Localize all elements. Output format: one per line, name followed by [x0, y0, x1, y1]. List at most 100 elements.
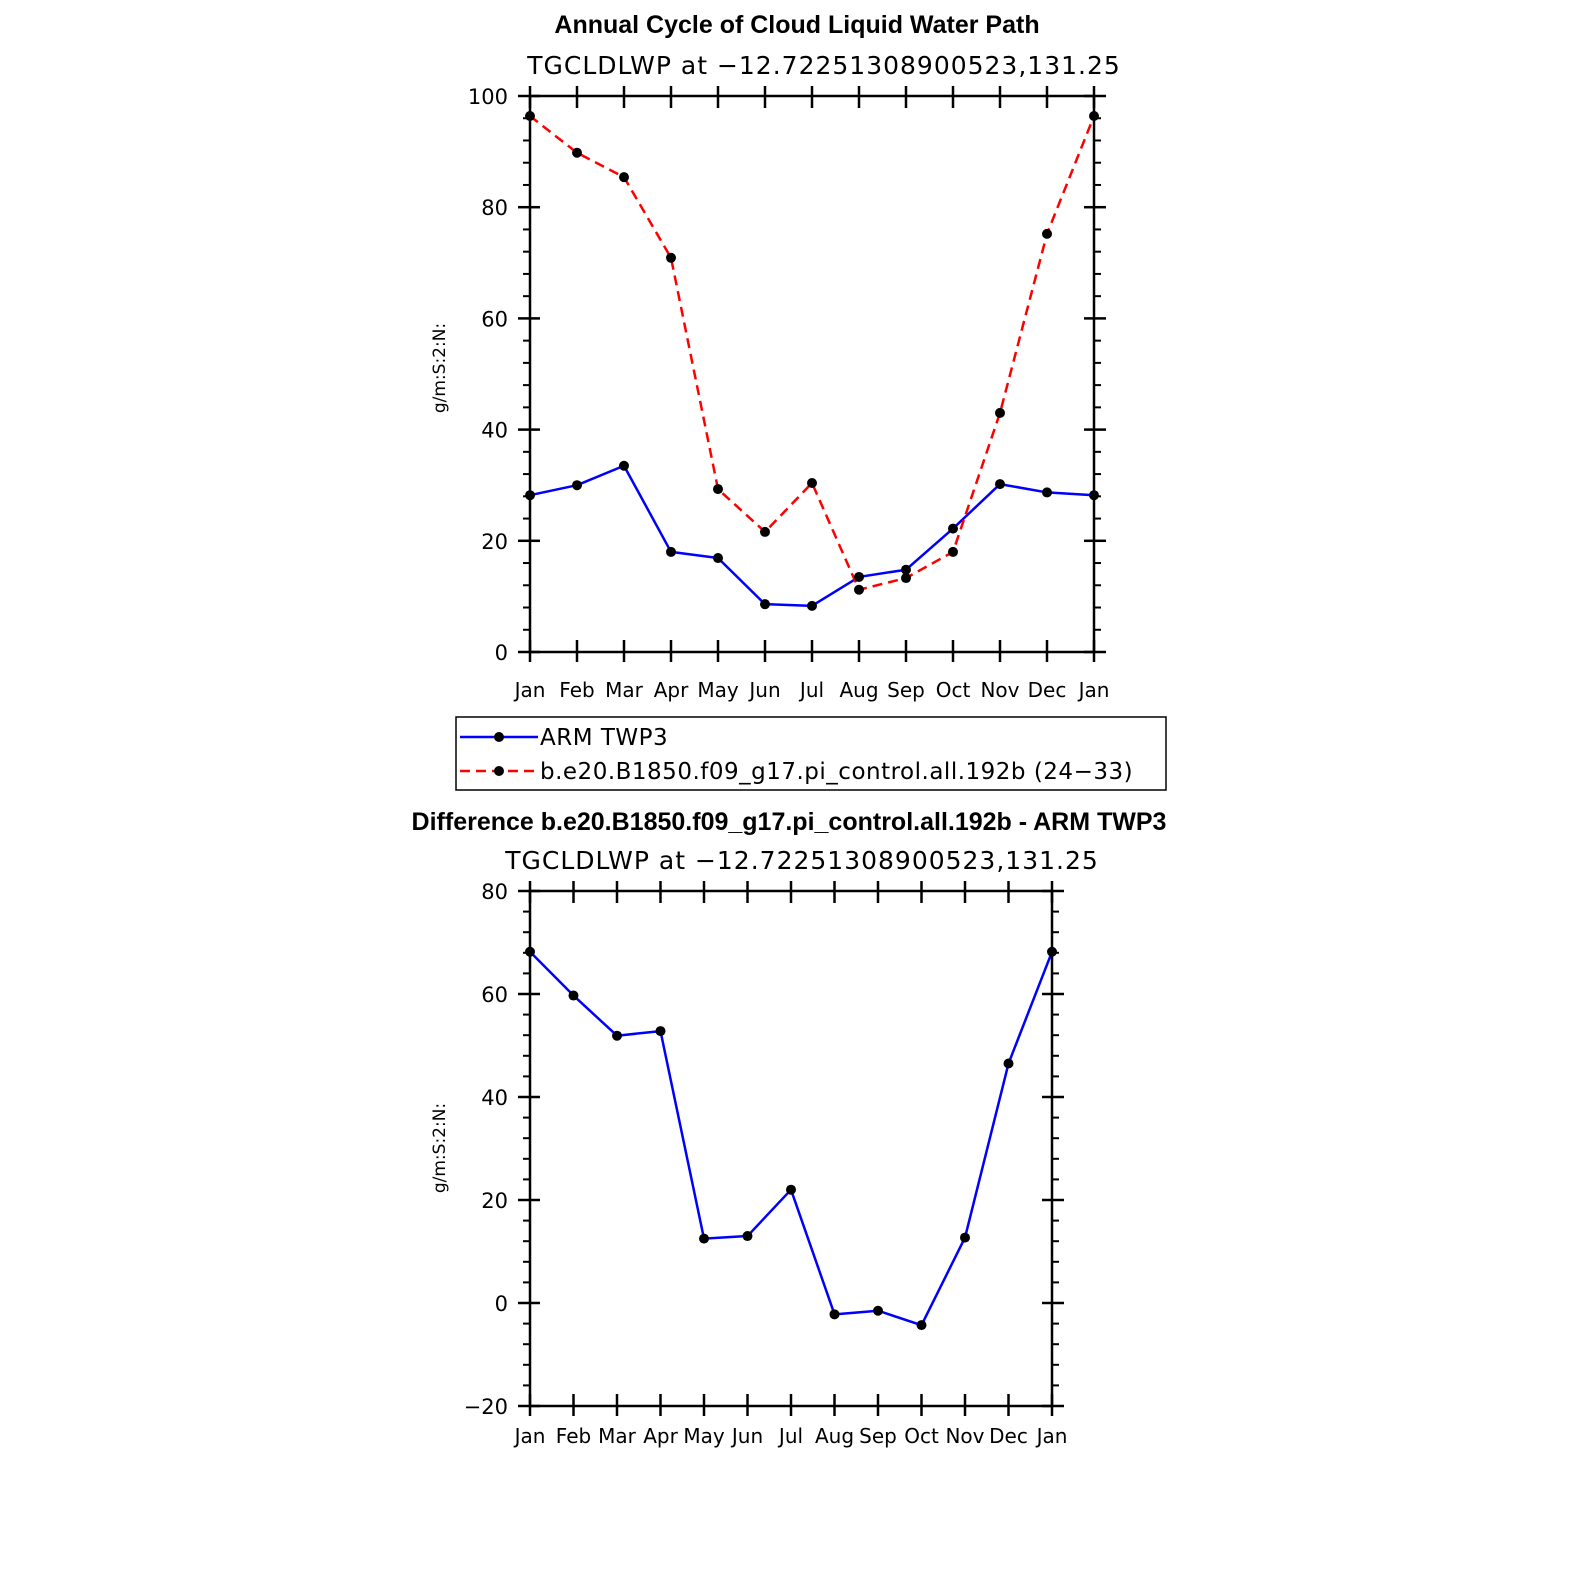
- y-tick-label: 20: [481, 530, 508, 554]
- data-point: [760, 526, 770, 537]
- data-point: [948, 523, 958, 534]
- data-point: [619, 172, 629, 183]
- data-point: [873, 1305, 883, 1316]
- chart-subtitle: TGCLDLWP at −12.72251308900523,131.25: [526, 51, 1121, 80]
- legend-marker-model: [494, 766, 504, 776]
- data-point: [572, 147, 582, 158]
- plot-frame: [528, 889, 1054, 1408]
- y-tick-label: 40: [481, 1086, 508, 1110]
- x-tick-label-aug: Aug: [815, 1424, 854, 1448]
- y-tick-label: 60: [481, 983, 508, 1007]
- y-tick-label: −20: [464, 1395, 508, 1419]
- axis-ticks: [518, 881, 1064, 1416]
- y-tick-label: 20: [481, 1189, 508, 1213]
- data-point: [901, 564, 911, 575]
- x-tick-label-oct: Oct: [936, 678, 971, 702]
- x-tick-label-oct: Oct: [904, 1424, 939, 1448]
- data-point: [786, 1184, 796, 1195]
- data-point: [619, 460, 629, 471]
- series-line-1: [529, 115, 1096, 591]
- x-tick-label-jun: Jun: [747, 678, 780, 702]
- y-tick-label: 40: [481, 419, 508, 443]
- data-point: [612, 1030, 622, 1041]
- chart-title: Difference b.e20.B1850.f09_g17.pi_contro…: [412, 808, 1167, 836]
- y-tick-label: 80: [481, 880, 508, 904]
- x-tick-label-apr: Apr: [643, 1424, 678, 1448]
- data-point: [568, 990, 579, 1001]
- y-tick-labels: 0 20 40 60 80 100: [468, 85, 508, 665]
- plot-frame: [528, 94, 1096, 654]
- y-tick-label: 0: [495, 1292, 508, 1316]
- x-tick-label-mar: Mar: [605, 678, 644, 702]
- data-point: [1042, 228, 1052, 239]
- chart-title: Annual Cycle of Cloud Liquid Water Path: [554, 11, 1039, 39]
- chart-subtitle: TGCLDLWP at −12.72251308900523,131.25: [504, 846, 1099, 875]
- annual-cycle-chart: Annual Cycle of Cloud Liquid Water Path …: [430, 11, 1167, 791]
- data-point: [713, 484, 723, 495]
- series-lines: [529, 950, 1054, 1327]
- series-line-0: [529, 950, 1054, 1327]
- data-point: [713, 553, 723, 564]
- legend-label-arm: ARM TWP3: [540, 725, 668, 751]
- legend: ARM TWP3 b.e20.B1850.f09_g17.pi_control.…: [455, 716, 1167, 791]
- x-tick-label-jan: Jan: [1077, 678, 1110, 702]
- data-point: [666, 252, 676, 263]
- data-point: [1042, 487, 1052, 498]
- data-point: [854, 584, 864, 595]
- x-tick-label-sep: Sep: [859, 1424, 897, 1448]
- x-tick-label-jun: Jun: [730, 1424, 763, 1448]
- x-tick-label-dec: Dec: [1028, 678, 1067, 702]
- data-point: [655, 1026, 666, 1037]
- series-lines: [529, 115, 1096, 608]
- difference-chart: Difference b.e20.B1850.f09_g17.pi_contro…: [412, 808, 1167, 1448]
- x-tick-labels: Jan Feb Mar Apr May Jun Jul Aug Sep Oct Nov Dec Jan: [513, 1424, 1068, 1448]
- data-point: [829, 1309, 840, 1320]
- data-point: [854, 571, 864, 582]
- y-axis-label: g/m:S:2:N:: [430, 1103, 450, 1193]
- data-point: [995, 407, 1005, 418]
- data-point: [666, 546, 676, 557]
- x-tick-label-jan: Jan: [513, 1424, 546, 1448]
- data-point: [960, 1232, 970, 1243]
- x-tick-label-may: May: [683, 1424, 725, 1448]
- y-tick-label: 80: [481, 196, 508, 220]
- x-tick-label-feb: Feb: [559, 678, 594, 702]
- data-point: [742, 1231, 753, 1242]
- data-point: [807, 477, 817, 488]
- y-tick-label: 60: [481, 307, 508, 331]
- x-tick-label-dec: Dec: [989, 1424, 1028, 1448]
- y-tick-label: 100: [468, 85, 508, 109]
- legend-label-model: b.e20.B1850.f09_g17.pi_control.all.192b …: [540, 759, 1133, 785]
- legend-marker-arm: [494, 732, 504, 742]
- y-tick-labels: −20 0 20 40 60 80: [464, 880, 508, 1419]
- data-point: [948, 546, 958, 557]
- data-point: [1003, 1058, 1014, 1069]
- x-tick-label-nov: Nov: [980, 678, 1019, 702]
- x-tick-label-jul: Jul: [777, 1424, 803, 1448]
- data-point: [760, 599, 770, 610]
- x-tick-label-mar: Mar: [598, 1424, 637, 1448]
- x-tick-label-nov: Nov: [945, 1424, 984, 1448]
- y-tick-label: 0: [495, 641, 508, 665]
- series-markers: [525, 946, 1057, 1331]
- x-tick-label-sep: Sep: [887, 678, 925, 702]
- data-point: [572, 480, 582, 491]
- axis-ticks: [518, 86, 1106, 662]
- data-point: [699, 1233, 709, 1244]
- x-tick-label-aug: Aug: [839, 678, 878, 702]
- series-markers: [525, 111, 1099, 611]
- data-point: [995, 479, 1005, 490]
- x-tick-label-apr: Apr: [654, 678, 689, 702]
- legend-box: [455, 716, 1167, 791]
- x-tick-label-jan: Jan: [513, 678, 546, 702]
- x-tick-label-feb: Feb: [556, 1424, 591, 1448]
- y-axis-label: g/m:S:2:N:: [430, 323, 450, 413]
- x-tick-label-jul: Jul: [798, 678, 824, 702]
- x-tick-label-jan: Jan: [1035, 1424, 1068, 1448]
- data-point: [807, 600, 817, 611]
- data-point: [916, 1320, 927, 1331]
- x-tick-label-may: May: [697, 678, 739, 702]
- x-tick-labels: Jan Feb Mar Apr May Jun Jul Aug Sep Oct Nov Dec Jan: [513, 678, 1110, 702]
- data-point: [901, 573, 911, 584]
